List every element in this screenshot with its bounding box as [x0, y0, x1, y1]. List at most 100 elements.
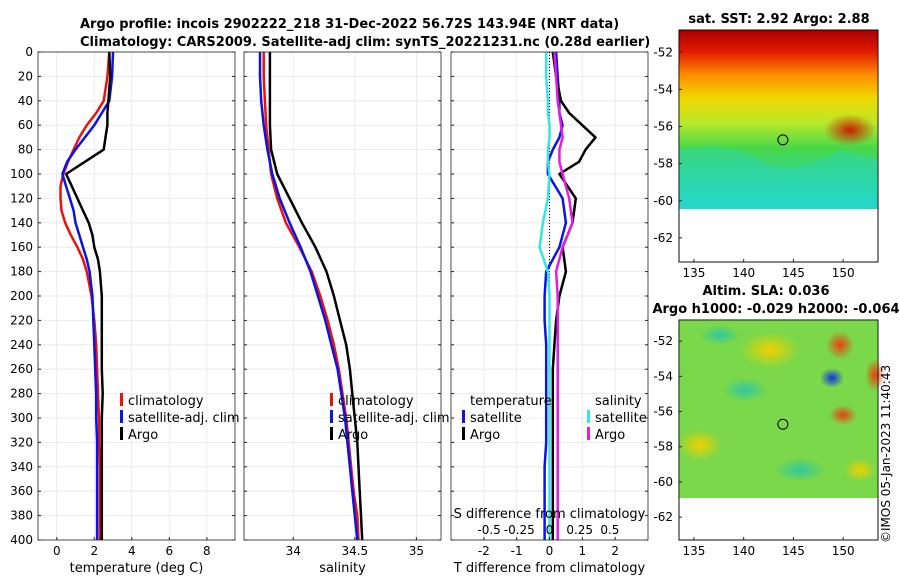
sst-map-axes: -52 -54 -56 -58 -60 -62 135 140 145 150	[653, 45, 854, 280]
salinity-difference-axis-label: S difference from climatology	[454, 507, 646, 522]
map-x-tick-label: 145	[782, 544, 805, 558]
x-axis-label: T difference from climatology	[453, 561, 646, 576]
map-y-tick-label: -60	[653, 194, 673, 208]
sla-blob	[865, 359, 885, 391]
x-tick-label: 6	[166, 544, 174, 558]
legend-swatch-temp-argo	[462, 427, 465, 440]
map-y-tick-label: -58	[653, 157, 673, 171]
map-y-tick-label: -58	[653, 440, 673, 454]
series-line-satellite-adj-clim	[61, 52, 115, 540]
legend-swatch-satellite-adj	[330, 410, 333, 423]
imos-watermark: ©IMOS 05-Jan-2023 11:40:43	[879, 365, 893, 543]
sla-blob	[826, 331, 854, 359]
map-y-tick-label: -54	[653, 369, 673, 383]
legend-label-temp-argo: Argo	[470, 428, 500, 443]
series-line-argo	[268, 52, 364, 540]
salinity-difference-tick-label: 0	[546, 523, 554, 537]
sst-map-title: sat. SST: 2.92 Argo: 2.88	[688, 12, 869, 27]
series-group	[538, 52, 597, 540]
legend-swatch-temp-satellite	[462, 410, 465, 423]
difference-legend: temperature satellite Argo salinity sate…	[462, 394, 647, 443]
sst-argo-position-marker	[777, 134, 789, 146]
map-x-tick-label: 150	[832, 266, 855, 280]
sla-blob	[820, 368, 844, 388]
y-tick-label: 140	[10, 216, 33, 230]
x-tick-label: 0	[546, 544, 554, 558]
legend-label-climatology: climatology	[338, 394, 414, 409]
legend-swatch-sal-satellite	[587, 410, 590, 423]
y-tick-label: 200	[10, 289, 33, 303]
y-tick-label: 400	[10, 533, 33, 547]
map-y-tick-label: -62	[653, 231, 673, 245]
series-line-temperature-argo	[551, 52, 597, 540]
sla-map-axes: -52 -54 -56 -58 -60 -62 135 140 145 150	[653, 334, 854, 558]
map-y-tick-label: -56	[653, 120, 673, 134]
y-tick-label: 0	[25, 45, 33, 59]
sla-map-border	[678, 319, 879, 541]
sla-map-title-line1: Altim. SLA: 0.036	[703, 284, 830, 299]
y-tick-label: 40	[18, 94, 33, 108]
x-tick-label: -1	[511, 544, 523, 558]
salinity-legend: climatology satellite-adj. clim Argo	[330, 393, 450, 443]
y-tick-label: 60	[18, 118, 33, 132]
sst-map: -52 -54 -56 -58 -60 -62 135 140 145 150	[653, 29, 879, 280]
y-tick-label: 280	[10, 387, 33, 401]
x-tick-label: 34	[286, 544, 301, 558]
y-tick-label: 100	[10, 167, 33, 181]
sla-blob	[775, 458, 825, 482]
y-tick-label: 300	[10, 411, 33, 425]
y-tick-label: 80	[18, 143, 33, 157]
legend-swatch-sal-argo	[587, 427, 590, 440]
salinity-panel: 34 34.5 35 salinity	[243, 51, 442, 576]
sla-map-title-line2: Argo h1000: -0.029 h2000: -0.064	[652, 302, 899, 317]
x-tick-label: 0	[53, 544, 61, 558]
sla-blob	[740, 332, 800, 368]
figure-title-line1: Argo profile: incois 2902222_218 31-Dec-…	[80, 17, 619, 32]
legend-label-argo: Argo	[338, 428, 368, 443]
sla-blob	[844, 458, 876, 482]
y-tick-label: 180	[10, 265, 33, 279]
x-tick-label: 2	[611, 544, 619, 558]
sla-blob	[700, 325, 740, 345]
legend-label-sal-satellite: satellite	[595, 411, 647, 426]
x-tick-label: -2	[478, 544, 490, 558]
series-group	[258, 52, 364, 540]
salinity-difference-tick-label: 0.5	[600, 523, 619, 537]
map-x-tick-label: 140	[732, 266, 755, 280]
y-tick-label: 240	[10, 338, 33, 352]
x-tick-label: 35	[409, 544, 424, 558]
figure-title-line2: Climatology: CARS2009. Satellite-adj cli…	[80, 35, 650, 50]
y-tick-label: 160	[10, 240, 33, 254]
sst-cool-band	[679, 146, 878, 209]
legend-label-satellite-adj: satellite-adj. clim	[338, 411, 450, 426]
map-y-tick-label: -56	[653, 405, 673, 419]
legend-swatch-argo	[330, 427, 333, 440]
legend-swatch-argo	[120, 427, 123, 440]
legend-label-climatology: climatology	[128, 394, 204, 409]
series-line-climatology	[59, 52, 111, 540]
y-tick-label: 340	[10, 460, 33, 474]
x-axis-label: temperature (deg C)	[70, 561, 204, 576]
x-tick-label: 1	[579, 544, 587, 558]
map-y-tick-label: -62	[653, 510, 673, 524]
sst-warm-eddy	[824, 114, 876, 146]
legend-label-temp-satellite: satellite	[470, 411, 522, 426]
series-line-argo	[64, 52, 112, 540]
salinity-difference-tick-label: 0.25	[566, 523, 593, 537]
sla-blob	[829, 405, 857, 425]
map-x-tick-label: 140	[732, 544, 755, 558]
temperature-panel: 0204060801001201401601802002202402602803…	[10, 45, 236, 576]
legend-swatch-climatology	[330, 393, 333, 406]
temperature-legend: climatology satellite-adj. clim Argo	[120, 393, 240, 443]
sla-map: -52 -54 -56 -58 -60 -62 135 140 145 150	[653, 319, 885, 558]
difference-panel: -2 -1 0 1 2 T difference from climatology S di…	[450, 51, 649, 576]
map-x-tick-label: 135	[682, 544, 705, 558]
y-tick-label: 380	[10, 509, 33, 523]
x-axis-label: salinity	[319, 561, 366, 576]
map-x-tick-label: 135	[682, 266, 705, 280]
map-y-tick-label: -52	[653, 45, 673, 59]
series-group	[59, 52, 115, 540]
legend-label-satellite-adj: satellite-adj. clim	[128, 411, 240, 426]
salinity-difference-tick-label: -0.5	[477, 523, 500, 537]
